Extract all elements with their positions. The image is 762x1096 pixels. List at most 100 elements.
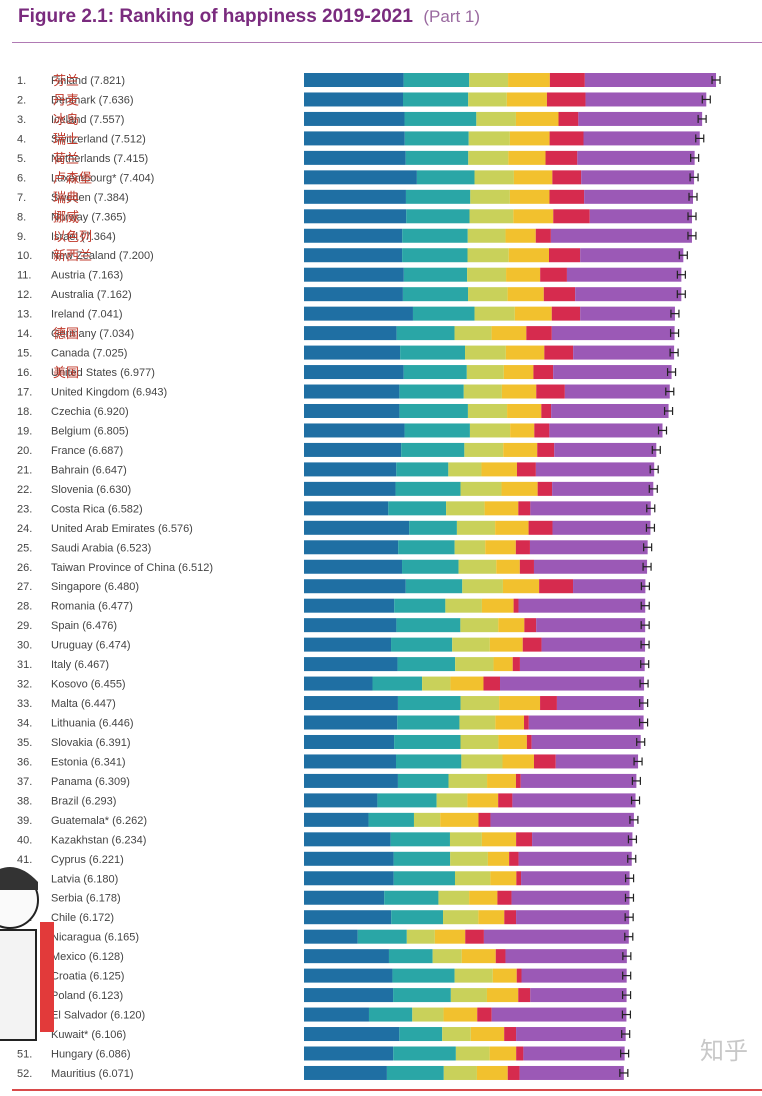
error-bar — [627, 835, 638, 844]
bar-segment — [416, 170, 475, 185]
error-bar — [624, 874, 635, 883]
bar-segment — [519, 657, 645, 672]
bar-segment — [553, 209, 590, 224]
bar-segment — [540, 696, 557, 711]
bar-segment — [474, 170, 514, 185]
chinese-country-label: 以色列 — [53, 229, 92, 245]
bar-segment — [304, 676, 373, 691]
country-label: Slovakia (6.391) — [51, 737, 131, 749]
bar-segment — [403, 365, 467, 380]
bar-segment — [493, 657, 513, 672]
bar-segment — [545, 150, 578, 165]
country-label: Slovenia (6.630) — [51, 484, 131, 496]
bar-segment — [304, 1007, 369, 1022]
bar-segment — [537, 442, 555, 457]
bar-row: 33. Malta (6.447) — [17, 696, 649, 711]
error-bar — [624, 913, 634, 922]
bar-row: 18. Czechia (6.920) — [17, 403, 674, 418]
bar-segment — [304, 520, 410, 535]
bar-segment — [406, 929, 435, 944]
bar-segment — [403, 267, 468, 282]
bar-segment — [498, 734, 527, 749]
bar-segment — [495, 520, 529, 535]
bar-segment — [549, 73, 585, 87]
error-bar — [640, 660, 650, 669]
chinese-country-label: 美国 — [53, 366, 79, 381]
bar-segment — [384, 890, 439, 905]
bar-segment — [390, 832, 450, 847]
bar-segment — [304, 384, 400, 399]
bar-segment — [476, 111, 516, 126]
bar-segment — [445, 598, 482, 613]
error-bar — [636, 737, 646, 746]
bar-segment — [304, 929, 358, 944]
bar-segment — [500, 676, 645, 691]
country-label: Latvia (6.180) — [51, 873, 118, 885]
error-bar — [697, 114, 707, 123]
rank-label: 29. — [17, 620, 32, 632]
bar-segment — [304, 92, 403, 107]
bar-segment — [432, 949, 462, 964]
bar-segment — [469, 209, 514, 224]
rank-label: 26. — [17, 562, 32, 574]
cartoon-sticker-image — [0, 860, 62, 1060]
rank-label: 41. — [17, 854, 32, 866]
country-label: Kuwait* (6.106) — [51, 1029, 126, 1041]
bar-segment — [535, 228, 551, 243]
rank-label: 21. — [17, 464, 32, 476]
bar-row: 16. United States (6.977)美国 — [17, 365, 677, 381]
bar-segment — [518, 598, 646, 613]
bar-segment — [391, 910, 444, 925]
bar-segment — [501, 481, 538, 496]
country-label: France (6.687) — [51, 445, 123, 457]
bar-segment — [503, 365, 534, 380]
country-label: Malta (6.447) — [51, 698, 116, 710]
bar-segment — [304, 287, 403, 302]
bar-row: 19. Belgium (6.805) — [17, 423, 668, 438]
bar-segment — [455, 1046, 490, 1061]
country-label: Hungary (6.086) — [51, 1049, 131, 1061]
country-label: Estonia (6.341) — [51, 756, 126, 768]
error-bar — [651, 445, 661, 454]
bar-segment — [304, 988, 394, 1003]
error-bar — [620, 1049, 630, 1058]
bar-segment — [509, 851, 519, 866]
bar-segment — [533, 559, 648, 574]
rank-label: 38. — [17, 795, 32, 807]
chart-title-part: (Part 1) — [423, 7, 481, 26]
bar-segment — [541, 637, 646, 652]
bar-segment — [515, 773, 521, 788]
bar-segment — [397, 696, 461, 711]
bar-segment — [516, 462, 536, 477]
bar-row: 40. Kazakhstan (6.234) — [17, 832, 638, 847]
bar-row: 42.Latvia (6.180) — [17, 871, 635, 886]
error-bar — [621, 991, 632, 1000]
bar-segment — [304, 890, 385, 905]
error-bar — [689, 173, 699, 182]
country-label: Lithuania (6.446) — [51, 718, 134, 730]
bar-segment — [304, 559, 403, 574]
bar-segment — [507, 403, 542, 418]
bar-segment — [443, 1007, 478, 1022]
rank-label: 8. — [17, 211, 26, 223]
error-bar — [695, 134, 705, 143]
error-bar — [688, 192, 698, 201]
bar-segment — [463, 384, 502, 399]
bar-segment — [454, 540, 486, 555]
chinese-country-label: 卢森堡 — [53, 170, 92, 186]
bar-row: 45.Nicaragua (6.165) — [17, 929, 634, 944]
bar-segment — [499, 696, 541, 711]
bar-segment — [460, 734, 499, 749]
bar-segment — [304, 598, 395, 613]
bar-segment — [388, 501, 447, 516]
bar-row: 41. Cyprus (6.221) — [17, 851, 637, 866]
bar-segment — [393, 988, 451, 1003]
bar-segment — [584, 73, 717, 87]
bar-segment — [304, 773, 398, 788]
country-label: Switzerland (7.512) — [51, 133, 146, 145]
bar-segment — [304, 306, 413, 321]
bar-segment — [498, 618, 525, 633]
bar-segment — [577, 150, 695, 165]
bar-segment — [512, 657, 520, 672]
error-bar — [622, 952, 632, 961]
